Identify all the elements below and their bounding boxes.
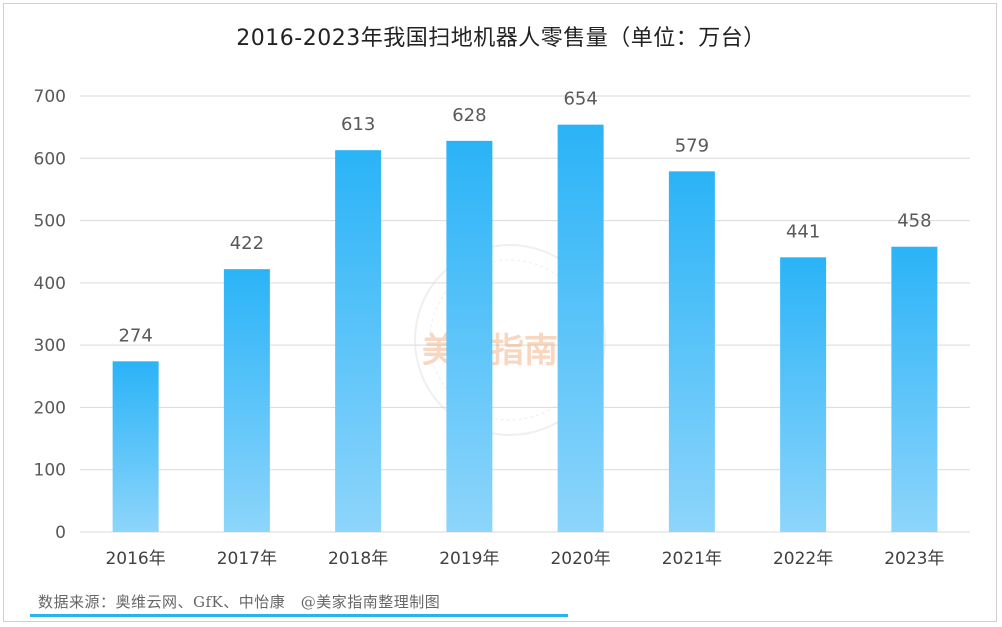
- x-tick-label: 2018年: [328, 549, 388, 569]
- data-label: 422: [230, 233, 264, 254]
- chart-frame: [3, 3, 997, 622]
- x-tick-label: 2016年: [105, 549, 165, 569]
- x-tick-label: 2019年: [439, 549, 499, 569]
- x-tick-label: 2023年: [884, 549, 944, 569]
- y-tick-label: 500: [34, 212, 66, 232]
- y-tick-label: 300: [34, 336, 66, 356]
- data-label: 458: [897, 211, 931, 232]
- y-tick-label: 100: [34, 461, 66, 481]
- data-label: 654: [563, 89, 597, 110]
- data-label: 613: [341, 114, 375, 135]
- x-tick-label: 2022年: [773, 549, 833, 569]
- bar: [223, 269, 270, 532]
- bar: [557, 124, 604, 532]
- y-tick-label: 400: [34, 274, 66, 294]
- bar: [891, 246, 938, 532]
- y-tick-label: 700: [34, 87, 66, 107]
- y-tick-label: 600: [34, 149, 66, 169]
- chart-title: 2016-2023年我国扫地机器人零售量（单位：万台）: [236, 26, 766, 51]
- source-underline: [30, 614, 568, 617]
- data-label: 579: [675, 135, 709, 156]
- bar: [335, 150, 382, 532]
- bar: [446, 140, 493, 533]
- bar: [112, 361, 159, 532]
- data-label: 628: [452, 105, 486, 126]
- y-tick-label: 200: [34, 398, 66, 418]
- bar: [780, 257, 827, 532]
- x-tick-label: 2020年: [550, 549, 610, 569]
- y-tick-label: 0: [55, 523, 66, 543]
- data-label: 441: [786, 221, 820, 242]
- data-label: 274: [118, 325, 152, 346]
- source-note: 数据来源：奥维云网、GfK、中怡康 @美家指南整理制图: [38, 593, 441, 611]
- bar: [668, 171, 715, 532]
- x-tick-label: 2021年: [662, 549, 722, 569]
- x-tick-label: 2017年: [217, 549, 277, 569]
